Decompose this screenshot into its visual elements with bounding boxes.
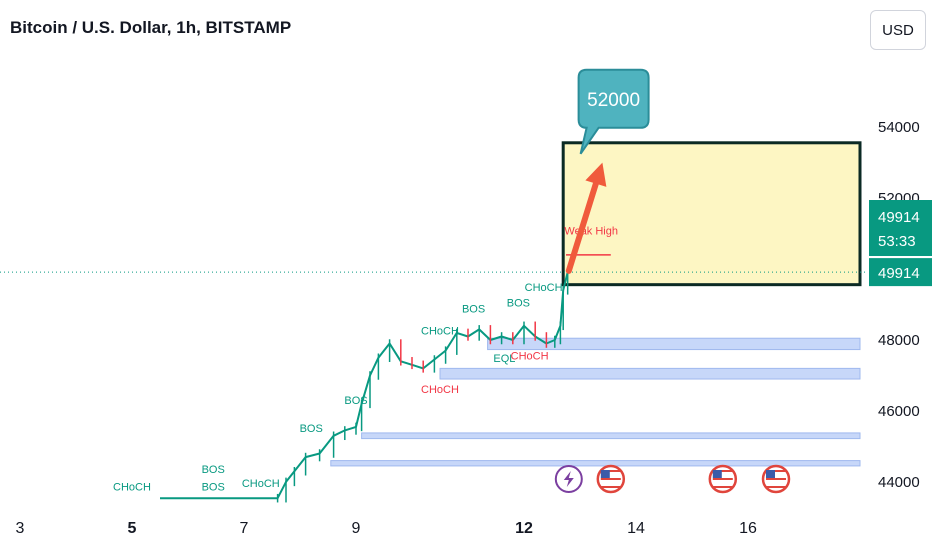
structure-label: CHoCH bbox=[511, 351, 549, 363]
current-price-box bbox=[869, 258, 932, 287]
demand-zone bbox=[330, 460, 861, 467]
structure-label: EQL bbox=[493, 353, 515, 365]
structure-label: BOS bbox=[507, 297, 530, 309]
us-flag-icon[interactable] bbox=[708, 464, 738, 494]
price-badge-value: 49914 bbox=[878, 209, 920, 226]
x-axis-tick: 12 bbox=[515, 520, 533, 537]
bolt-icon[interactable] bbox=[554, 465, 583, 493]
x-axis-tick: 16 bbox=[739, 520, 757, 537]
structure-label: BOS bbox=[462, 303, 485, 315]
structure-label: BOS bbox=[300, 423, 323, 435]
x-axis-tick: 7 bbox=[240, 520, 249, 537]
x-axis-tick: 3 bbox=[16, 520, 25, 537]
demand-zone bbox=[487, 337, 861, 351]
y-axis-tick: 46000 bbox=[878, 403, 920, 420]
structure-label: BOS bbox=[202, 464, 225, 476]
structure-label: CHoCH bbox=[421, 384, 459, 396]
x-axis-tick: 14 bbox=[627, 520, 645, 537]
x-axis-tick: 5 bbox=[128, 520, 137, 537]
structure-label: Weak High bbox=[564, 225, 618, 237]
chart-title: Bitcoin / U.S. Dollar, 1h, BITSTAMP bbox=[10, 18, 292, 37]
structure-label: BOS bbox=[344, 395, 367, 407]
demand-zone bbox=[361, 432, 861, 440]
demand-zone bbox=[439, 367, 861, 380]
us-flag-icon[interactable] bbox=[761, 464, 791, 494]
structure-label: BOS bbox=[202, 482, 225, 494]
structure-label: CHoCH bbox=[525, 282, 563, 294]
target-zone bbox=[561, 141, 862, 287]
us-flag-icon[interactable] bbox=[596, 464, 626, 494]
current-price-label: 49914 bbox=[878, 265, 920, 282]
y-axis-tick: 54000 bbox=[878, 119, 920, 136]
x-axis-tick: 9 bbox=[352, 520, 361, 537]
target-arrow-head bbox=[585, 162, 607, 187]
currency-button[interactable]: USD bbox=[870, 10, 926, 50]
y-axis-tick: 44000 bbox=[878, 474, 920, 491]
structure-label: CHoCH bbox=[421, 326, 459, 338]
structure-label: CHoCH bbox=[113, 482, 151, 494]
callout-text: 52000 bbox=[587, 90, 640, 111]
price-countdown-box bbox=[869, 200, 932, 256]
countdown-label: 53:33 bbox=[878, 233, 916, 250]
target-callout bbox=[577, 68, 650, 155]
structure-label: CHoCH bbox=[242, 478, 280, 490]
y-axis-tick: 48000 bbox=[878, 332, 920, 349]
target-arrow bbox=[565, 180, 599, 274]
